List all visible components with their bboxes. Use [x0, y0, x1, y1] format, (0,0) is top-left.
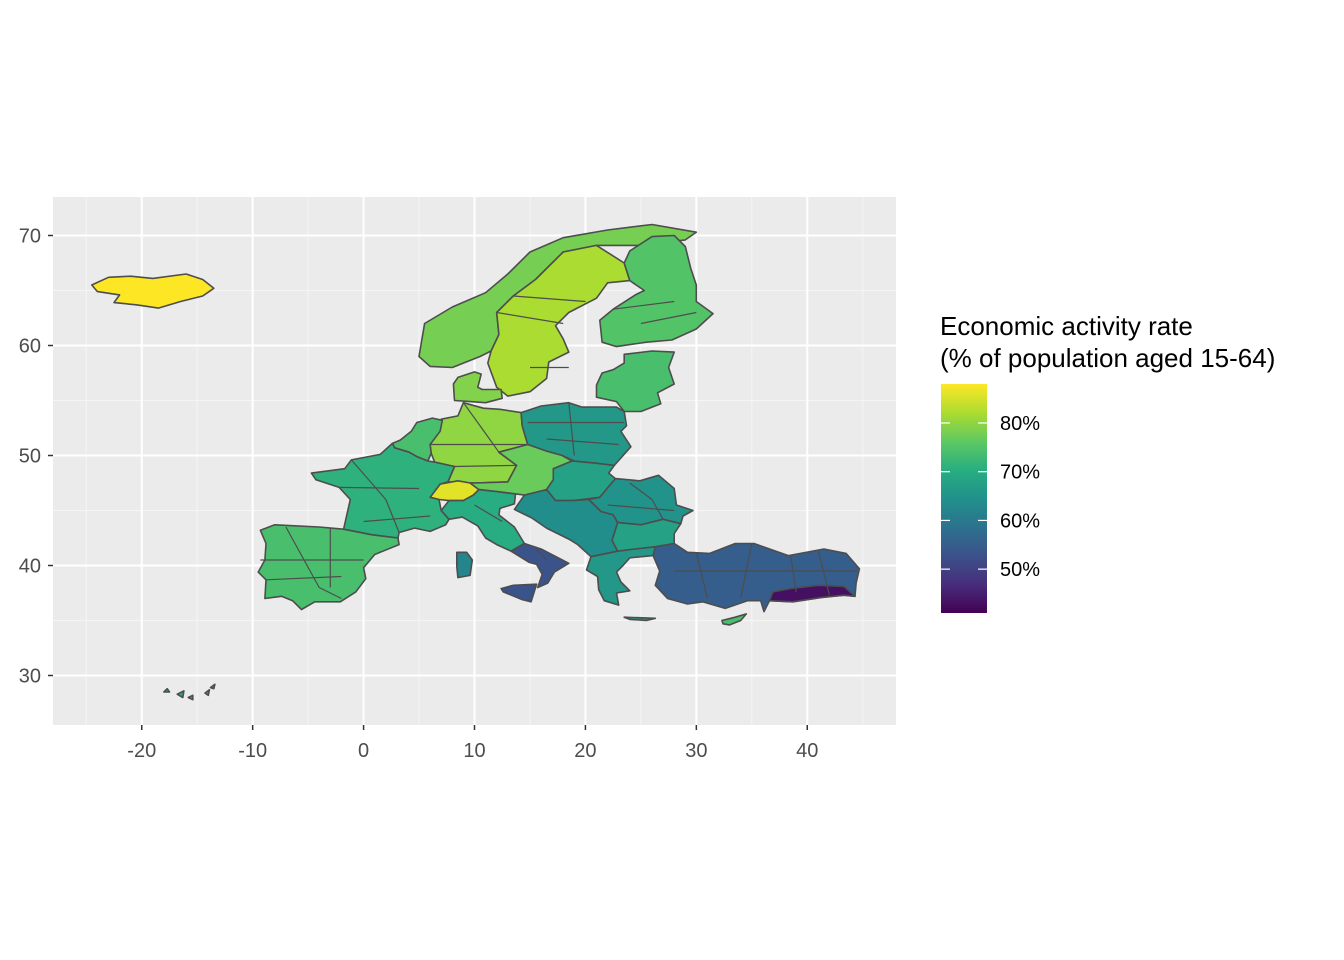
- x-axis: -20 -10 0 10 20 30 40: [127, 725, 818, 762]
- region-border: [363, 515, 431, 523]
- legend-colorbar: [941, 384, 987, 613]
- x-tick-label: 20: [574, 740, 596, 762]
- region-estonia-latvia-lithuania: [595, 350, 675, 413]
- region-iceland: [91, 273, 215, 309]
- region-sardinia: [456, 551, 474, 579]
- region-italy-south: [500, 542, 570, 603]
- region-spain-portugal: [257, 524, 400, 611]
- region-greece: [585, 546, 657, 622]
- y-tick-label: 50: [19, 446, 41, 468]
- region-border: [496, 311, 564, 325]
- region-finland: [599, 234, 714, 348]
- region-border: [817, 551, 830, 596]
- legend-ticks: 80% 70% 60% 50%: [941, 413, 1040, 581]
- region-border: [339, 486, 420, 490]
- x-tick-label: 10: [463, 740, 485, 762]
- x-tick-label: -20: [127, 740, 156, 762]
- region-sweden: [487, 244, 631, 397]
- legend-label: 80%: [1000, 413, 1040, 435]
- map-regions: [91, 223, 861, 701]
- region-italy-north: [440, 488, 526, 552]
- region-balkans: [513, 488, 619, 558]
- legend-label: 50%: [1000, 559, 1040, 581]
- region-border: [535, 548, 548, 561]
- legend-title-line1: Economic activity rate: [940, 311, 1193, 341]
- region-border: [546, 438, 619, 446]
- x-tick-label: 0: [358, 740, 369, 762]
- region-border: [740, 543, 753, 599]
- region-canary-islands: [163, 683, 216, 701]
- region-border: [285, 526, 342, 600]
- region-border: [640, 311, 697, 325]
- y-tick-label: 40: [19, 556, 41, 578]
- region-border: [695, 552, 708, 599]
- region-denmark: [452, 371, 503, 404]
- region-turkey-south-east: [768, 584, 856, 603]
- region-border: [350, 459, 400, 533]
- y-tick-label: 70: [19, 226, 41, 248]
- legend-title-line2: (% of population aged 15-64): [940, 343, 1275, 373]
- region-cyprus: [721, 613, 748, 626]
- region-border: [454, 464, 517, 468]
- legend-label: 60%: [1000, 510, 1040, 532]
- legend: Economic activity rate (% of population …: [940, 311, 1275, 613]
- region-border: [790, 555, 797, 592]
- region-border: [607, 504, 675, 512]
- region-border: [474, 504, 503, 523]
- region-border: [613, 300, 675, 310]
- y-axis: 30 40 50 60 70: [19, 226, 53, 688]
- region-border: [513, 295, 586, 303]
- region-border: [265, 575, 342, 581]
- region-border: [568, 402, 575, 456]
- x-tick-label: 30: [685, 740, 707, 762]
- x-tick-label: -10: [238, 740, 267, 762]
- x-tick-label: 40: [796, 740, 818, 762]
- y-tick-label: 30: [19, 666, 41, 688]
- region-border: [462, 402, 500, 453]
- region-border: [629, 482, 664, 520]
- y-tick-label: 60: [19, 336, 41, 358]
- legend-label: 70%: [1000, 462, 1040, 484]
